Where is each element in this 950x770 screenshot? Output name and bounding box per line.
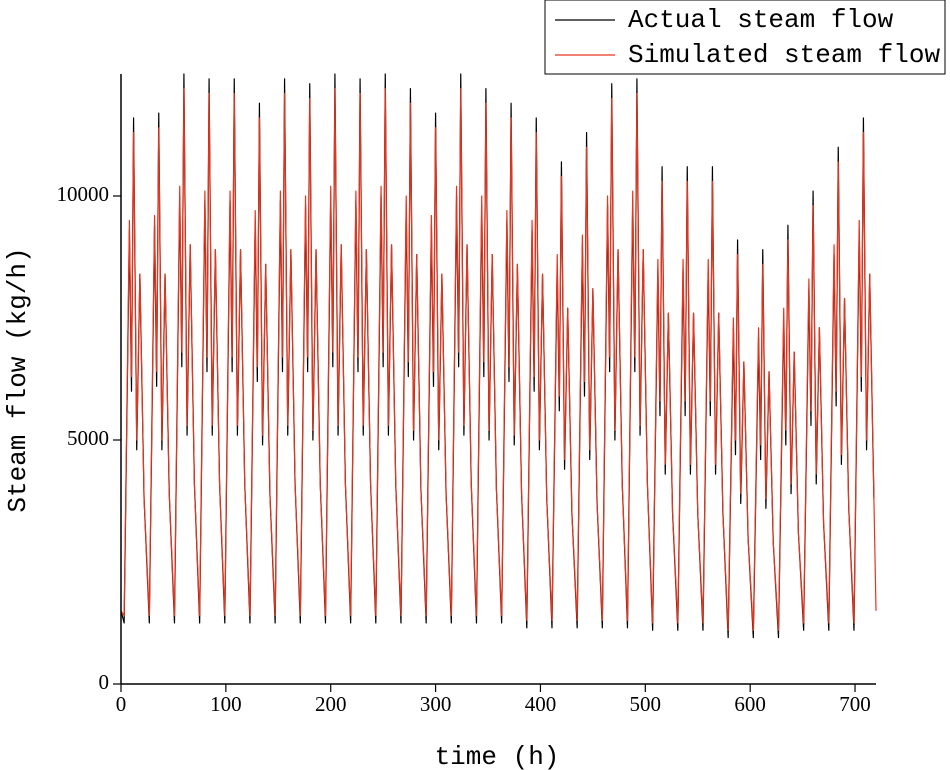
- y-tick-label: 5000: [67, 426, 109, 450]
- y-tick-label: 0: [99, 670, 110, 694]
- series-line: [120, 88, 877, 631]
- y-tick-label: 10000: [57, 182, 110, 206]
- x-tick-label: 700: [839, 692, 871, 716]
- x-tick-label: 200: [315, 692, 347, 716]
- legend-box: [544, 0, 946, 75]
- x-tick-label: 300: [420, 692, 452, 716]
- legend-label: Actual steam flow: [628, 5, 894, 35]
- x-tick-label: 0: [116, 692, 127, 716]
- x-tick-label: 400: [525, 692, 557, 716]
- x-axis-title: time (h): [435, 742, 560, 770]
- x-tick-label: 500: [630, 692, 662, 716]
- y-axis-title: Steam flow (kg/h): [3, 247, 33, 512]
- x-tick-label: 600: [734, 692, 766, 716]
- x-tick-label: 100: [210, 692, 242, 716]
- legend-label: Simulated steam flow: [628, 40, 940, 70]
